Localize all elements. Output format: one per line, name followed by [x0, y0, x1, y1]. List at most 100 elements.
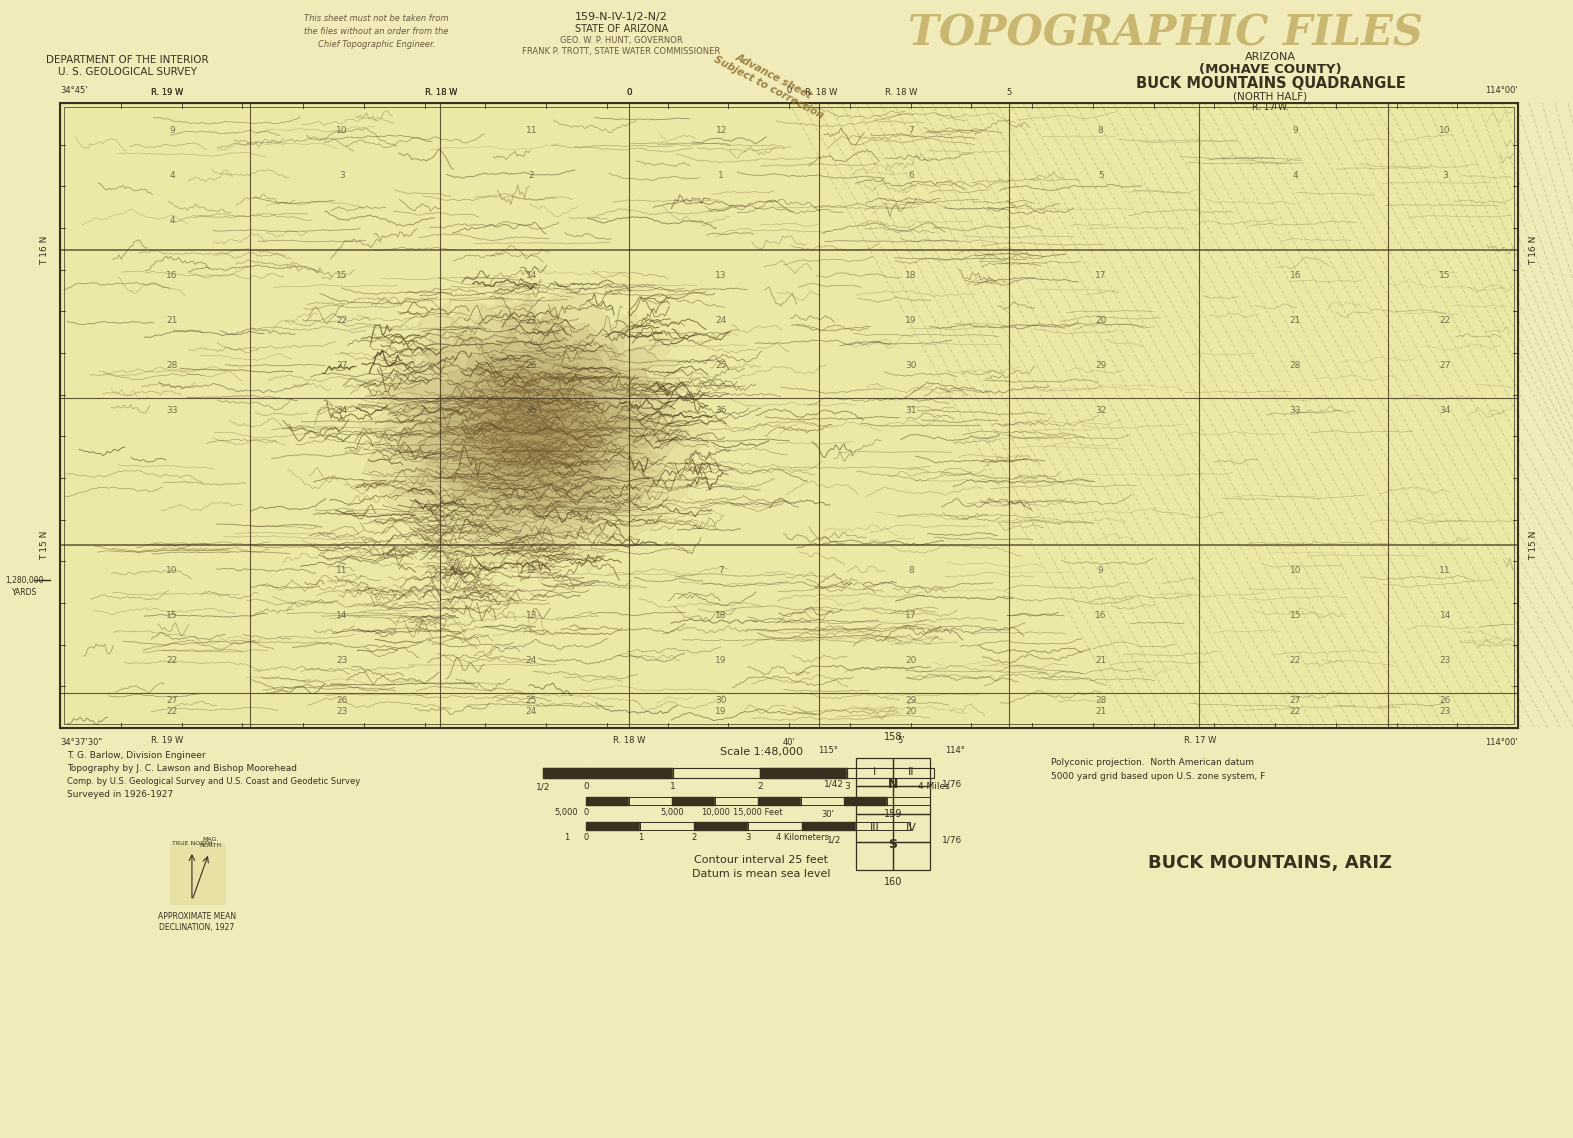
Text: 32: 32 [1095, 405, 1106, 414]
Text: 11: 11 [525, 125, 538, 134]
Text: 27: 27 [337, 361, 348, 370]
Bar [801, 797, 845, 805]
Text: 18: 18 [716, 610, 727, 619]
Text: T. G. Barlow, Division Engineer: T. G. Barlow, Division Engineer [68, 751, 206, 760]
Text: R. 18 W: R. 18 W [425, 88, 458, 97]
Bar [749, 822, 802, 830]
Bar [587, 797, 629, 805]
Bar [845, 797, 887, 805]
Text: 3: 3 [746, 833, 750, 842]
Text: 10: 10 [1290, 566, 1301, 575]
Text: 7: 7 [719, 566, 724, 575]
Bar [760, 768, 846, 778]
Text: 14: 14 [1439, 610, 1450, 619]
Text: III: III [870, 823, 879, 833]
Text: 33: 33 [167, 405, 178, 414]
Text: 4: 4 [1293, 171, 1298, 180]
Text: 1,280,000: 1,280,000 [5, 576, 44, 585]
Bar [587, 822, 640, 830]
Bar [856, 814, 893, 842]
Text: 2: 2 [529, 171, 535, 180]
Text: Surveyed in 1926-1927: Surveyed in 1926-1927 [68, 790, 173, 799]
Text: 22: 22 [1290, 655, 1301, 665]
Text: 114°: 114° [945, 747, 964, 754]
Text: 22: 22 [1290, 707, 1301, 716]
Text: 0: 0 [584, 808, 588, 817]
Text: 13: 13 [716, 271, 727, 280]
Text: 1/2: 1/2 [536, 782, 551, 791]
Text: I: I [873, 767, 876, 777]
Bar [673, 768, 760, 778]
Text: T 15 N: T 15 N [39, 530, 49, 560]
Text: 11: 11 [1439, 566, 1450, 575]
Text: S: S [889, 838, 898, 850]
Text: 15: 15 [167, 610, 178, 619]
Text: 20: 20 [1095, 315, 1106, 324]
Bar [893, 786, 930, 814]
Text: Datum is mean sea level: Datum is mean sea level [692, 869, 831, 879]
Text: 17: 17 [1095, 271, 1106, 280]
Text: 30': 30' [821, 810, 835, 819]
Text: 5': 5' [897, 736, 904, 745]
Text: R. 18 W: R. 18 W [613, 736, 645, 745]
Text: 23: 23 [525, 315, 536, 324]
Bar [673, 768, 760, 778]
Bar [716, 797, 758, 805]
Text: 24: 24 [525, 655, 536, 665]
Bar [543, 768, 587, 778]
Polygon shape [357, 282, 711, 584]
Text: 19: 19 [904, 315, 917, 324]
Text: 10,000: 10,000 [700, 808, 730, 817]
Text: APPROXIMATE MEAN: APPROXIMATE MEAN [157, 912, 236, 921]
Text: 21: 21 [1290, 315, 1301, 324]
Polygon shape [439, 352, 631, 514]
Bar [587, 822, 640, 830]
Text: STATE OF ARIZONA: STATE OF ARIZONA [574, 24, 669, 34]
Text: 21: 21 [1095, 655, 1106, 665]
Text: 34: 34 [337, 405, 348, 414]
Bar [587, 797, 629, 805]
Text: R. 17 W: R. 17 W [1184, 736, 1216, 745]
Text: DEPARTMENT OF THE INTERIOR: DEPARTMENT OF THE INTERIOR [46, 55, 208, 65]
Text: IV: IV [906, 823, 917, 833]
Text: 23: 23 [337, 655, 348, 665]
Text: 29: 29 [1095, 361, 1106, 370]
Text: 33: 33 [1290, 405, 1301, 414]
Text: 14: 14 [337, 610, 348, 619]
Text: 1/2: 1/2 [827, 835, 842, 844]
Polygon shape [418, 329, 650, 526]
Text: 0: 0 [626, 88, 632, 97]
Text: 16: 16 [1095, 610, 1106, 619]
Text: R. 19 W: R. 19 W [151, 736, 182, 745]
Text: 24: 24 [525, 707, 536, 716]
Text: 16: 16 [167, 271, 178, 280]
Text: 17: 17 [904, 610, 917, 619]
Text: BUCK MOUNTAINS QUADRANGLE: BUCK MOUNTAINS QUADRANGLE [1136, 75, 1405, 91]
Text: 26: 26 [1439, 695, 1450, 704]
Bar [749, 822, 802, 830]
Polygon shape [475, 379, 590, 480]
Text: 21: 21 [1095, 707, 1106, 716]
Text: TOPOGRAPHIC FILES: TOPOGRAPHIC FILES [908, 13, 1424, 53]
Bar [802, 822, 856, 830]
Text: 5: 5 [1007, 88, 1011, 97]
Text: 3: 3 [1442, 171, 1449, 180]
Text: R. 18 W: R. 18 W [884, 88, 917, 97]
Text: 26: 26 [525, 361, 536, 370]
Text: YARDS: YARDS [11, 587, 36, 596]
Bar [887, 797, 930, 805]
Text: 25: 25 [716, 361, 727, 370]
Text: FRANK P. TROTT, STATE WATER COMMISSIONER: FRANK P. TROTT, STATE WATER COMMISSIONER [522, 47, 720, 56]
Text: 0: 0 [584, 833, 588, 842]
Text: 0: 0 [584, 782, 590, 791]
Text: 19: 19 [716, 707, 727, 716]
Text: Contour interval 25 feet: Contour interval 25 feet [694, 855, 827, 865]
Text: R. 19 W: R. 19 W [151, 88, 182, 97]
Text: (MOHAVE COUNTY): (MOHAVE COUNTY) [1199, 63, 1342, 75]
Bar [587, 768, 673, 778]
Text: 114°00': 114°00' [1485, 86, 1518, 94]
Text: 30: 30 [904, 361, 917, 370]
Text: 28: 28 [167, 361, 178, 370]
Text: 27: 27 [167, 695, 178, 704]
Text: T 16 N: T 16 N [39, 236, 49, 265]
